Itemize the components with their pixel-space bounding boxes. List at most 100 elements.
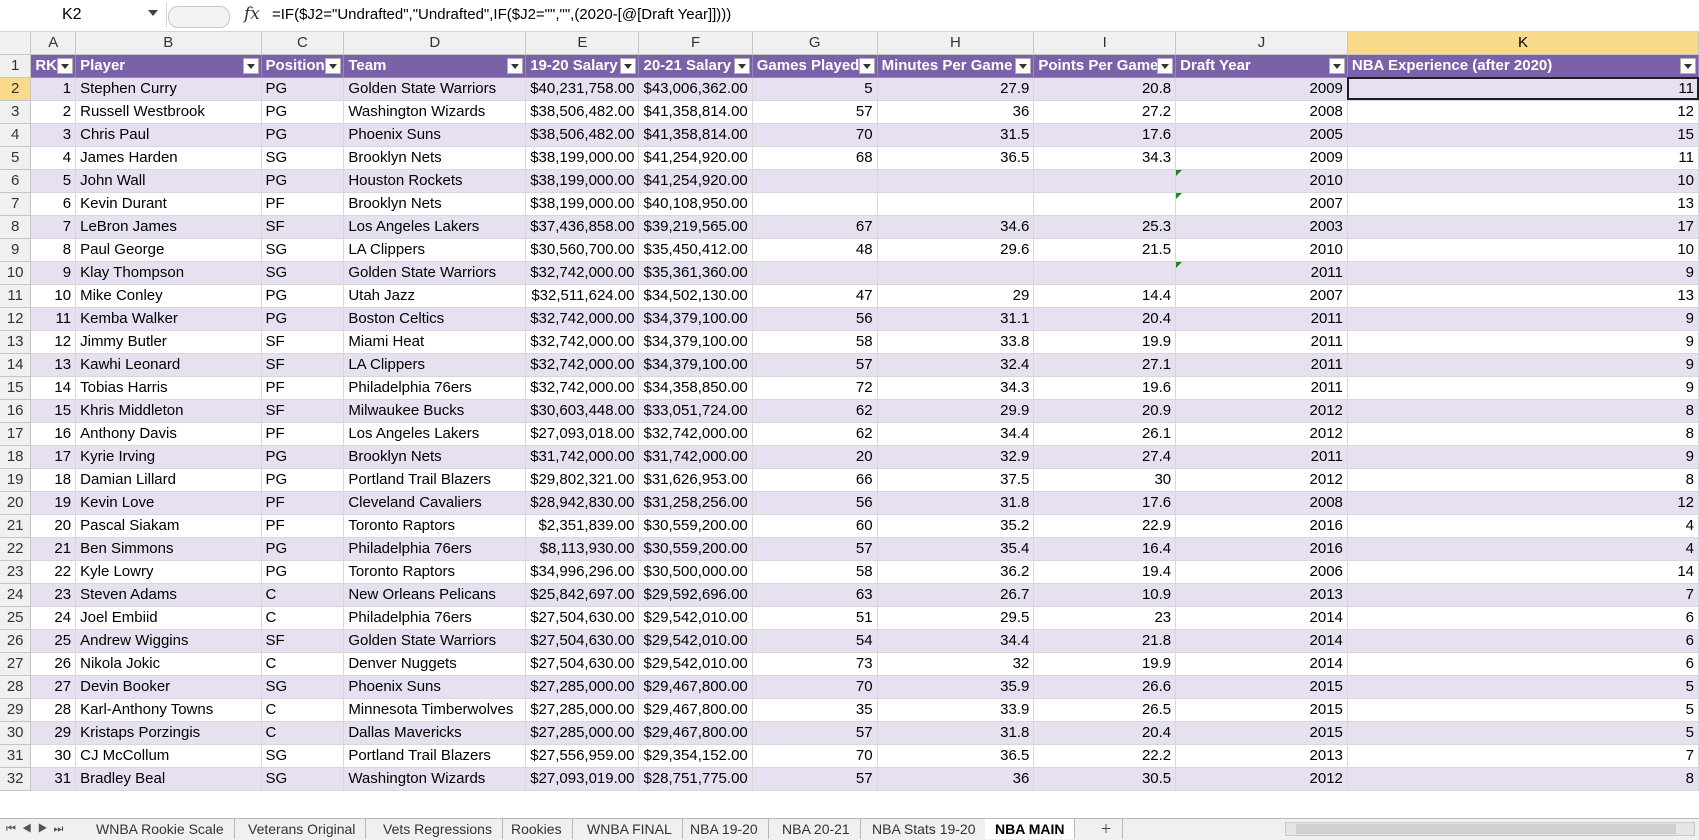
table-header-cell[interactable]: Position [261,54,345,78]
table-cell[interactable]: $38,506,482.00 [525,123,640,147]
table-cell[interactable]: 17 [30,445,77,469]
table-cell[interactable]: Devin Booker [75,675,262,699]
table-cell[interactable]: SF [261,215,345,239]
table-cell[interactable]: C [261,606,345,630]
table-cell[interactable]: $27,504,630.00 [525,652,640,676]
table-cell[interactable]: 5 [752,77,878,101]
table-cell[interactable]: Portland Trail Blazers [343,468,527,492]
table-cell[interactable]: 9 [1347,376,1699,400]
table-cell[interactable]: 2011 [1175,376,1348,400]
row-header[interactable]: 21 [0,514,32,538]
formula-input[interactable]: =IF($J2="Undrafted","Undrafted",IF($J2="… [272,6,732,23]
table-cell[interactable]: $43,006,362.00 [638,77,753,101]
table-cell[interactable]: SG [261,767,345,791]
table-cell[interactable]: Golden State Warriors [343,261,527,285]
table-cell[interactable]: 66 [752,468,878,492]
table-cell[interactable]: 20.4 [1033,721,1177,745]
table-cell[interactable]: $30,500,000.00 [638,560,753,584]
row-header[interactable]: 4 [0,123,32,147]
table-cell[interactable]: PG [261,537,345,561]
table-cell[interactable]: Philadelphia 76ers [343,606,527,630]
table-header-cell[interactable]: RK [30,54,77,78]
table-cell[interactable]: $28,942,830.00 [525,491,640,515]
column-header-a[interactable]: A [30,32,77,55]
table-cell[interactable]: 2005 [1175,123,1348,147]
table-cell[interactable]: 17 [1347,215,1699,239]
table-cell[interactable]: PG [261,123,345,147]
table-cell[interactable]: $41,254,920.00 [638,146,753,170]
column-header-i[interactable]: I [1033,32,1177,55]
row-header[interactable]: 18 [0,445,32,469]
table-cell[interactable]: 56 [752,307,878,331]
table-cell[interactable]: 2003 [1175,215,1348,239]
table-cell[interactable]: 2007 [1175,192,1348,216]
filter-dropdown-icon[interactable] [507,57,524,74]
table-cell[interactable]: 63 [752,583,878,607]
row-header[interactable]: 30 [0,721,32,745]
table-cell[interactable]: 16 [30,422,77,446]
last-sheet-icon[interactable]: ⏭ [53,823,70,835]
table-cell[interactable]: 26.6 [1033,675,1177,699]
table-cell[interactable]: 35.4 [877,537,1035,561]
table-cell[interactable]: $29,467,800.00 [638,675,753,699]
column-header-h[interactable]: H [877,32,1035,55]
table-cell[interactable]: $39,219,565.00 [638,215,753,239]
sheet-tab[interactable]: WNBA Rookie Scale [86,819,235,839]
table-cell[interactable]: 13 [1347,192,1699,216]
table-cell[interactable]: 34.4 [877,422,1035,446]
table-cell[interactable]: $28,751,775.00 [638,767,753,791]
filter-dropdown-icon[interactable] [858,57,875,74]
table-cell[interactable]: PG [261,307,345,331]
row-header[interactable]: 14 [0,353,32,377]
column-header-g[interactable]: G [752,32,878,55]
table-cell[interactable]: C [261,652,345,676]
row-header[interactable]: 2 [0,77,32,101]
table-cell[interactable]: 13 [1347,284,1699,308]
table-cell[interactable]: 60 [752,514,878,538]
table-cell[interactable]: 23 [1033,606,1177,630]
table-cell[interactable]: 62 [752,399,878,423]
table-cell[interactable]: 31.8 [877,491,1035,515]
table-cell[interactable]: 5 [1347,698,1699,722]
row-header[interactable]: 6 [0,169,32,193]
filter-dropdown-icon[interactable] [1015,57,1032,74]
table-cell[interactable]: Toronto Raptors [343,560,527,584]
table-cell[interactable]: 35.2 [877,514,1035,538]
table-cell[interactable]: 35 [752,698,878,722]
table-cell[interactable]: 20 [30,514,77,538]
table-cell[interactable]: 2013 [1175,583,1348,607]
row-header[interactable]: 7 [0,192,32,216]
table-cell[interactable]: 13 [30,353,77,377]
table-cell[interactable]: 36.5 [877,146,1035,170]
table-cell[interactable]: $29,467,800.00 [638,721,753,745]
table-cell[interactable]: 8 [1347,468,1699,492]
table-cell[interactable]: Anthony Davis [75,422,262,446]
table-cell[interactable]: PG [261,468,345,492]
table-cell[interactable]: Brooklyn Nets [343,192,527,216]
row-header[interactable]: 20 [0,491,32,515]
sheet-tab[interactable]: NBA Stats 19-20 [862,819,987,839]
row-header[interactable]: 16 [0,399,32,423]
table-cell[interactable]: Los Angeles Lakers [343,422,527,446]
table-cell[interactable]: $37,436,858.00 [525,215,640,239]
table-cell[interactable] [1033,169,1177,193]
table-cell[interactable]: 23 [30,583,77,607]
table-cell[interactable]: 19.4 [1033,560,1177,584]
table-cell[interactable]: 36 [877,767,1035,791]
table-cell[interactable]: PG [261,445,345,469]
table-cell[interactable]: 11 [1347,146,1699,170]
table-cell[interactable]: 54 [752,629,878,653]
table-cell[interactable]: $30,559,200.00 [638,514,753,538]
table-cell[interactable]: 67 [752,215,878,239]
table-cell[interactable]: 20 [752,445,878,469]
table-cell[interactable]: $29,542,010.00 [638,606,753,630]
column-header-b[interactable]: B [75,32,262,55]
row-header[interactable]: 11 [0,284,32,308]
table-cell[interactable]: 7 [1347,583,1699,607]
table-cell[interactable]: 6 [1347,652,1699,676]
table-cell[interactable]: 9 [1347,307,1699,331]
table-cell[interactable]: 70 [752,744,878,768]
table-cell[interactable]: 24 [30,606,77,630]
table-cell[interactable]: 5 [1347,675,1699,699]
table-cell[interactable]: 16.4 [1033,537,1177,561]
